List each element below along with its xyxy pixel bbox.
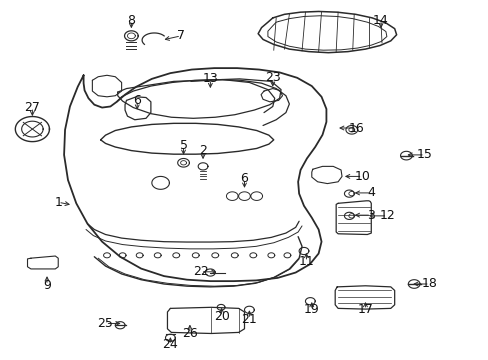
Text: 4: 4 — [366, 186, 374, 199]
Text: 14: 14 — [372, 14, 388, 27]
Text: 12: 12 — [379, 210, 394, 222]
Text: 1: 1 — [54, 196, 62, 209]
Text: 15: 15 — [416, 148, 432, 161]
Text: 7: 7 — [177, 29, 185, 42]
Text: 2: 2 — [199, 144, 206, 157]
Text: 9: 9 — [43, 279, 51, 292]
Text: 20: 20 — [213, 310, 229, 323]
Text: 22: 22 — [192, 265, 208, 278]
Text: 10: 10 — [354, 170, 370, 183]
Text: 21: 21 — [241, 312, 257, 326]
Text: 3: 3 — [366, 209, 374, 222]
Text: 19: 19 — [304, 303, 319, 316]
Text: 27: 27 — [24, 101, 40, 114]
Text: 6: 6 — [133, 94, 141, 107]
Text: 16: 16 — [348, 122, 364, 135]
Text: 5: 5 — [179, 139, 187, 152]
Text: 6: 6 — [240, 172, 248, 185]
Text: 13: 13 — [202, 72, 218, 85]
Text: 11: 11 — [298, 255, 314, 268]
Text: 24: 24 — [162, 338, 178, 351]
Text: 26: 26 — [182, 327, 197, 340]
Text: 8: 8 — [127, 14, 135, 27]
Text: 25: 25 — [98, 317, 113, 330]
Text: 18: 18 — [421, 278, 437, 291]
Text: 23: 23 — [264, 71, 280, 84]
Text: 17: 17 — [357, 303, 373, 316]
